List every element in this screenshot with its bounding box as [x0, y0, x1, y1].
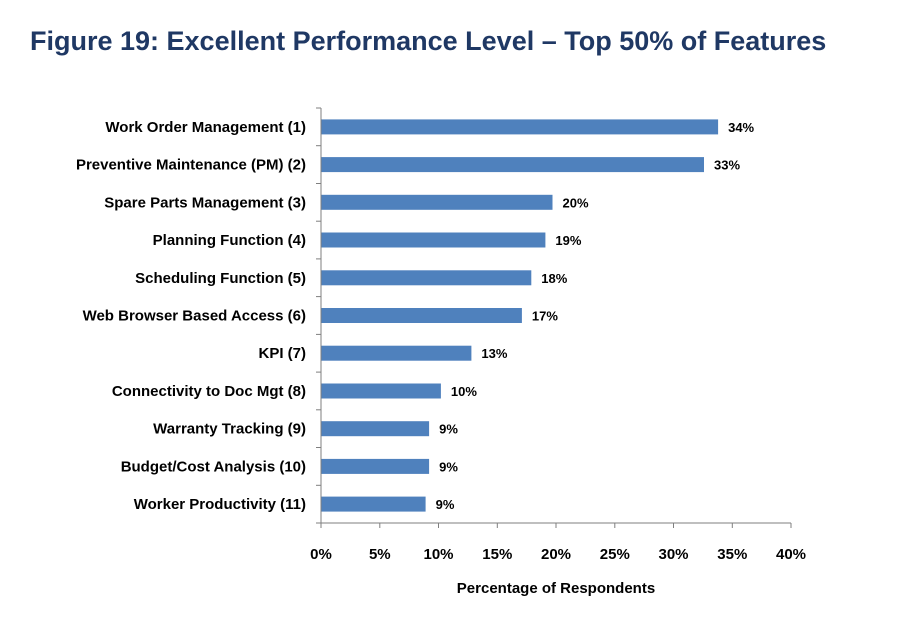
- page-title: Figure 19: Excellent Performance Level –…: [30, 26, 827, 56]
- category-label: Web Browser Based Access (6): [83, 308, 306, 325]
- x-tick-label: 0%: [310, 546, 332, 563]
- bars-layer: [321, 119, 719, 512]
- category-label: Warranty Tracking (9): [153, 421, 306, 438]
- value-label: 18%: [541, 271, 567, 286]
- category-label: Preventive Maintenance (PM) (2): [76, 157, 306, 174]
- category-label: Connectivity to Doc Mgt (8): [112, 383, 306, 400]
- value-label: 13%: [481, 346, 507, 361]
- x-tick-label: 30%: [658, 546, 688, 563]
- bar: [321, 270, 532, 286]
- category-label: Worker Productivity (11): [134, 496, 306, 513]
- category-label: Planning Function (4): [153, 232, 306, 249]
- value-label: 33%: [714, 158, 740, 173]
- x-tick-label: 40%: [776, 546, 806, 563]
- x-tick-label: 5%: [369, 546, 391, 563]
- x-axis-title: Percentage of Respondents: [457, 580, 655, 597]
- bar: [321, 496, 426, 512]
- category-label: Scheduling Function (5): [135, 270, 306, 287]
- bar: [321, 308, 522, 323]
- category-label: KPI (7): [258, 345, 306, 362]
- bar: [321, 383, 441, 399]
- value-label: 34%: [728, 120, 754, 135]
- value-label: 9%: [439, 422, 458, 437]
- bar: [321, 421, 430, 437]
- x-tick-label: 10%: [423, 546, 453, 563]
- x-tick-label: 20%: [541, 546, 571, 563]
- x-tick-label: 25%: [600, 546, 630, 563]
- value-label: 19%: [555, 233, 581, 248]
- x-tick-label: 15%: [482, 546, 512, 563]
- axes-layer: [316, 107, 792, 528]
- bar: [321, 194, 553, 210]
- value-label: 20%: [563, 195, 589, 210]
- category-label: Work Order Management (1): [105, 119, 306, 136]
- bar: [321, 119, 719, 135]
- bar: [321, 157, 704, 173]
- value-label: 10%: [451, 384, 477, 399]
- value-label: 9%: [439, 459, 458, 474]
- x-tick-label: 35%: [717, 546, 747, 563]
- category-label: Budget/Cost Analysis (10): [121, 458, 306, 475]
- value-label: 9%: [436, 497, 455, 512]
- bar: [321, 458, 430, 474]
- labels-layer: Work Order Management (1) 34% Preventive M…: [76, 119, 806, 597]
- bar: [321, 345, 472, 361]
- bar: [321, 232, 546, 248]
- value-label: 17%: [532, 309, 558, 324]
- category-label: Spare Parts Management (3): [104, 194, 306, 211]
